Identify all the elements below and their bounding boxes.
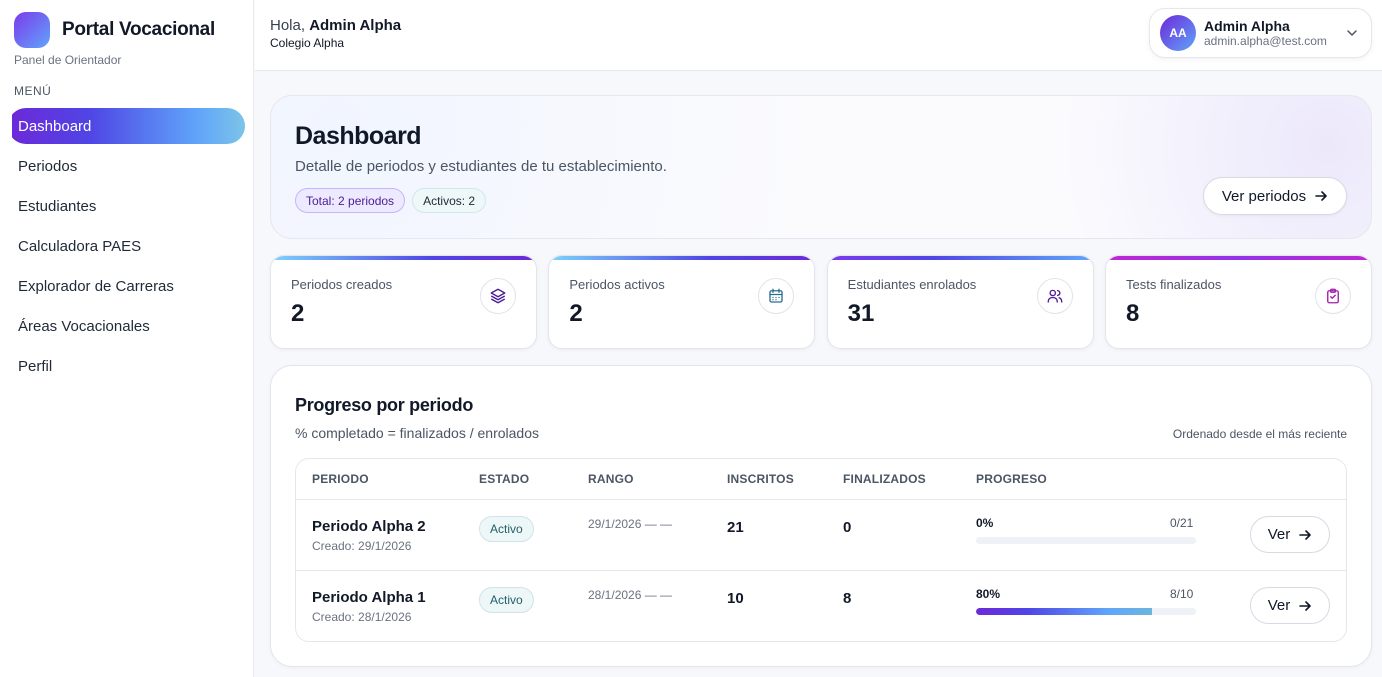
header-progreso[interactable]: PROGRESO: [976, 472, 1047, 486]
greeting: Hola, Admin Alpha: [270, 17, 401, 34]
chevron-down-icon: [1347, 30, 1357, 36]
status-badge: Activo: [479, 587, 534, 613]
ver-period-button[interactable]: Ver: [1250, 516, 1330, 553]
arrow-right-icon: [1299, 529, 1312, 540]
ver-label: Ver: [1267, 597, 1291, 614]
sidebar-item-perfil[interactable]: Perfil: [18, 357, 53, 375]
stat-card-periodos-creados: Periodos creados 2: [270, 255, 537, 349]
user-email: admin.alpha@test.com: [1204, 34, 1327, 48]
stat-card-tests-finalizados: Tests finalizados 8: [1104, 255, 1372, 349]
user-menu-button[interactable]: AA Admin Alpha admin.alpha@test.com: [1149, 8, 1372, 58]
sidebar-item-dashboard[interactable]: Dashboard: [8, 108, 245, 144]
sort-note: Ordenado desde el más reciente: [1172, 427, 1347, 441]
section-subtitle: % completado = finalizados / enrolados: [295, 425, 539, 441]
period-name: Periodo Alpha 1: [312, 589, 426, 606]
ver-period-button[interactable]: Ver: [1250, 587, 1330, 624]
sidebar-item-periodos[interactable]: Periodos: [18, 157, 78, 175]
stat-card-estudiantes-enrolados: Estudiantes enrolados 31: [826, 255, 1094, 349]
section-title: Progreso por periodo: [295, 395, 474, 415]
stat-label: Periodos creados: [291, 277, 393, 292]
greeting-name: Admin Alpha: [309, 17, 402, 34]
avatar: AA: [1160, 15, 1196, 51]
stat-value: 8: [1125, 300, 1140, 327]
arrow-right-icon: [1299, 600, 1312, 611]
dashboard-hero: Dashboard Detalle de periodos y estudian…: [270, 95, 1372, 239]
sidebar-nav: Dashboard Periodos Estudiantes Calculado…: [8, 108, 245, 388]
user-name: Admin Alpha: [1204, 18, 1290, 34]
ver-periodos-label: Ver periodos: [1221, 187, 1307, 205]
stat-value: 2: [291, 300, 305, 327]
periods-table: PERIODO ESTADO RANGO INSCRITOS FINALIZAD…: [295, 458, 1347, 642]
status-badge: Activo: [479, 516, 534, 542]
layers-icon: [480, 278, 516, 314]
greeting-prefix: Hola,: [270, 17, 310, 34]
sidebar-item-explorador-carreras[interactable]: Explorador de Carreras: [18, 277, 174, 295]
stat-value: 31: [847, 300, 875, 327]
summary-pills: Total: 2 periodos Activos: 2: [295, 188, 493, 213]
page-description: Detalle de periodos y estudiantes de tu …: [295, 158, 667, 175]
calendar-icon: [758, 278, 795, 314]
total-periodos-badge: Total: 2 periodos: [295, 188, 406, 213]
stat-card-periodos-activos: Periodos activos 2: [548, 255, 816, 349]
header-inscritos[interactable]: INSCRITOS: [727, 472, 794, 486]
progress-ratio: 8/10: [1170, 587, 1194, 601]
sidebar-item-calculadora-paes[interactable]: Calculadora PAES: [18, 237, 142, 255]
progress-bar-fill: [976, 608, 1152, 615]
progress-section: Progreso por periodo % completado = fina…: [270, 365, 1372, 667]
sidebar-item-estudiantes[interactable]: Estudiantes: [18, 197, 97, 215]
stat-label: Estudiantes enrolados: [847, 277, 977, 292]
period-created: Creado: 29/1/2026: [312, 539, 412, 553]
sidebar: Portal Vocacional Panel de Orientador ME…: [0, 0, 254, 677]
page-title: Dashboard: [295, 122, 422, 150]
sidebar-item-areas-vocacionales[interactable]: Áreas Vocacionales: [18, 317, 150, 335]
stat-label: Periodos activos: [569, 277, 665, 292]
brand-logo: [14, 12, 50, 48]
brand-title: Portal Vocacional: [62, 19, 215, 40]
users-icon: [1036, 278, 1073, 314]
brand[interactable]: Portal Vocacional: [14, 12, 215, 48]
header-estado[interactable]: ESTADO: [479, 472, 530, 486]
menu-label: MENÚ: [14, 84, 52, 98]
ver-periodos-button[interactable]: Ver periodos: [1203, 177, 1347, 215]
stat-label: Tests finalizados: [1125, 277, 1222, 292]
progress-bar: [976, 608, 1196, 615]
period-created: Creado: 28/1/2026: [312, 610, 412, 624]
stat-value: 2: [569, 300, 583, 327]
header-finalizados[interactable]: FINALIZADOS: [843, 472, 926, 486]
ver-label: Ver: [1267, 526, 1291, 543]
finalizados-value: 8: [843, 590, 852, 607]
period-name: Periodo Alpha 2: [312, 518, 426, 535]
progress-bar: [976, 537, 1196, 544]
table-row: Periodo Alpha 1 Creado: 28/1/2026 Activo…: [296, 571, 1346, 641]
activos-badge: Activos: 2: [412, 188, 487, 213]
topbar: Hola, Admin Alpha Colegio Alpha AA Admin…: [255, 0, 1382, 71]
period-range: 29/1/2026 — —: [588, 517, 673, 531]
inscritos-value: 21: [727, 519, 744, 536]
header-rango[interactable]: RANGO: [588, 472, 634, 486]
clipboard-check-icon: [1314, 278, 1351, 314]
progress-percent: 80%: [976, 587, 1001, 601]
user-info: Admin Alpha admin.alpha@test.com: [1204, 18, 1327, 48]
table-row: Periodo Alpha 2 Creado: 29/1/2026 Activo…: [296, 500, 1346, 571]
arrow-right-icon: [1315, 191, 1327, 201]
progress-ratio: 0/21: [1170, 516, 1194, 530]
header-periodo[interactable]: PERIODO: [312, 472, 369, 486]
period-range: 28/1/2026 — —: [588, 588, 673, 602]
finalizados-value: 0: [843, 519, 852, 536]
brand-subtitle: Panel de Orientador: [14, 53, 122, 67]
table-header: PERIODO ESTADO RANGO INSCRITOS FINALIZAD…: [296, 459, 1346, 500]
progress-percent: 0%: [976, 516, 994, 530]
stats-row: Periodos creados 2 Periodos activos 2 Es…: [270, 255, 1372, 349]
school-name: Colegio Alpha: [270, 36, 345, 50]
inscritos-value: 10: [727, 590, 744, 607]
